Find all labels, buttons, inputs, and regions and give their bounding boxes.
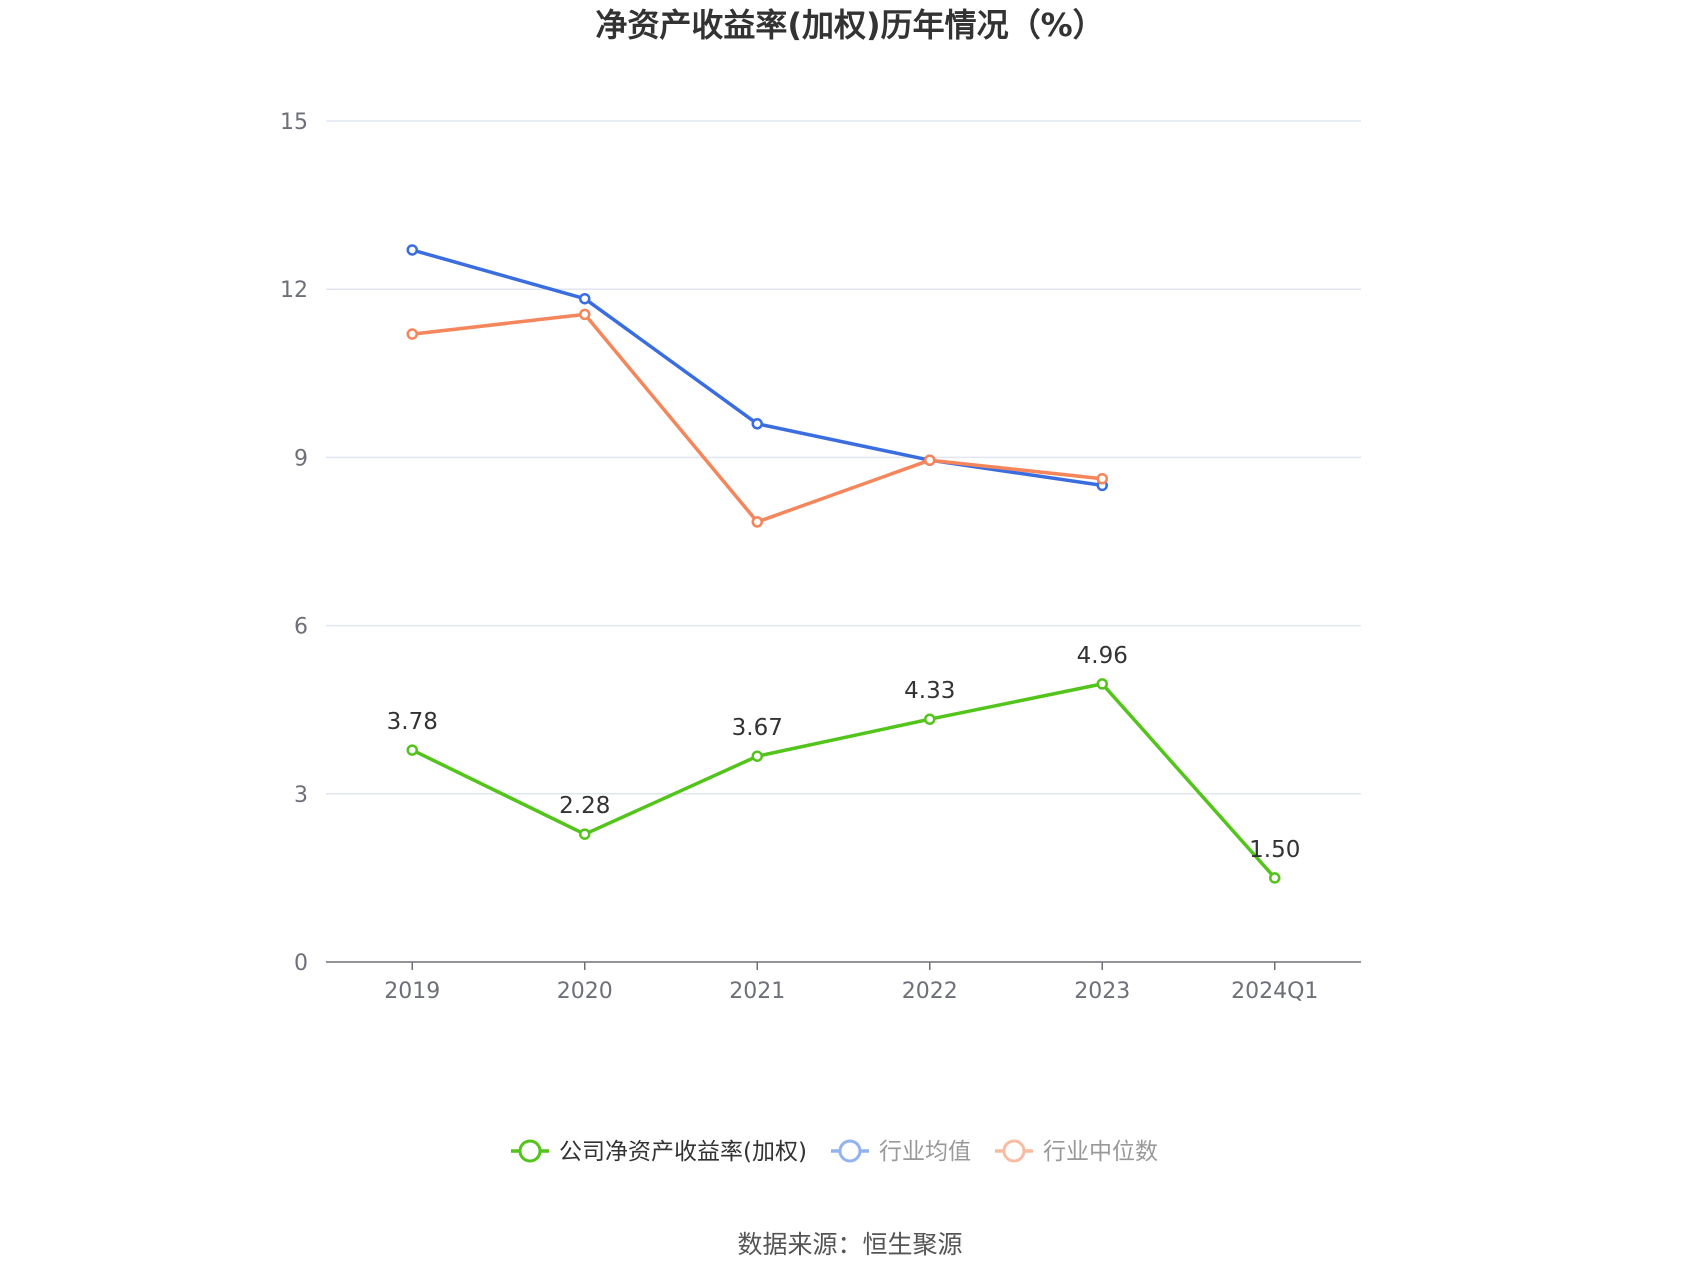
x-tick-label: 2023	[1074, 979, 1130, 1004]
data-label: 3.78	[387, 709, 438, 735]
data-point	[751, 750, 763, 762]
legend-label: 行业均值	[879, 1139, 971, 1165]
x-tick-label: 2019	[384, 979, 440, 1004]
data-label: 4.33	[904, 678, 955, 704]
data-point	[924, 454, 936, 466]
data-point	[924, 713, 936, 725]
data-point	[1269, 872, 1281, 884]
data-point	[1096, 472, 1108, 485]
data-label: 3.67	[732, 715, 783, 741]
data-labels: 3.78 2.28 3.67 4.33 4.96 1.50	[387, 643, 1301, 863]
legend-label: 公司净资产收益率(加权)	[559, 1139, 807, 1165]
legend-marker	[1002, 1139, 1026, 1163]
data-point	[1096, 678, 1108, 690]
x-tick-label: 2021	[729, 979, 785, 1004]
data-label: 2.28	[559, 793, 610, 819]
legend-marker	[838, 1139, 862, 1163]
data-point	[751, 418, 763, 430]
data-point	[579, 292, 591, 305]
y-tick-label: 3	[294, 783, 308, 808]
data-point	[751, 516, 763, 528]
source-note: 数据来源：恒生聚源	[737, 1230, 962, 1259]
y-tick-label: 0	[294, 951, 308, 976]
grid-lines	[326, 120, 1361, 795]
data-label: 4.96	[1077, 643, 1128, 669]
legend-marker	[518, 1139, 542, 1163]
data-point	[406, 328, 418, 340]
x-tick-label: 2024Q1	[1231, 979, 1318, 1004]
legend-item: 行业中位数	[994, 1139, 1158, 1165]
data-point	[406, 744, 418, 756]
axes: 0 3 6 9 12 15 2019 2020 2021 2022 2023 2024Q1	[280, 110, 1361, 1004]
x-tick-label: 2020	[557, 979, 613, 1004]
data-point	[406, 244, 418, 256]
legend-item: 行业均值	[830, 1139, 971, 1165]
series-line	[411, 682, 1277, 880]
legend-item: 公司净资产收益率(加权)	[511, 1139, 807, 1165]
y-tick-label: 12	[280, 278, 308, 303]
x-tick-label: 2022	[902, 979, 958, 1004]
data-label: 1.50	[1249, 837, 1300, 863]
series-line	[411, 248, 1103, 488]
series-lines	[406, 244, 1281, 884]
legend-label: 行业中位数	[1043, 1139, 1158, 1165]
chart-title: 净资产收益率(加权)历年情况（%）	[595, 6, 1104, 44]
legend: 公司净资产收益率(加权) 行业均值 行业中位数	[511, 1139, 1158, 1165]
data-point	[579, 308, 591, 321]
data-point	[579, 828, 591, 840]
y-tick-label: 6	[294, 615, 308, 640]
y-tick-label: 15	[280, 110, 308, 135]
y-tick-label: 9	[294, 446, 308, 471]
